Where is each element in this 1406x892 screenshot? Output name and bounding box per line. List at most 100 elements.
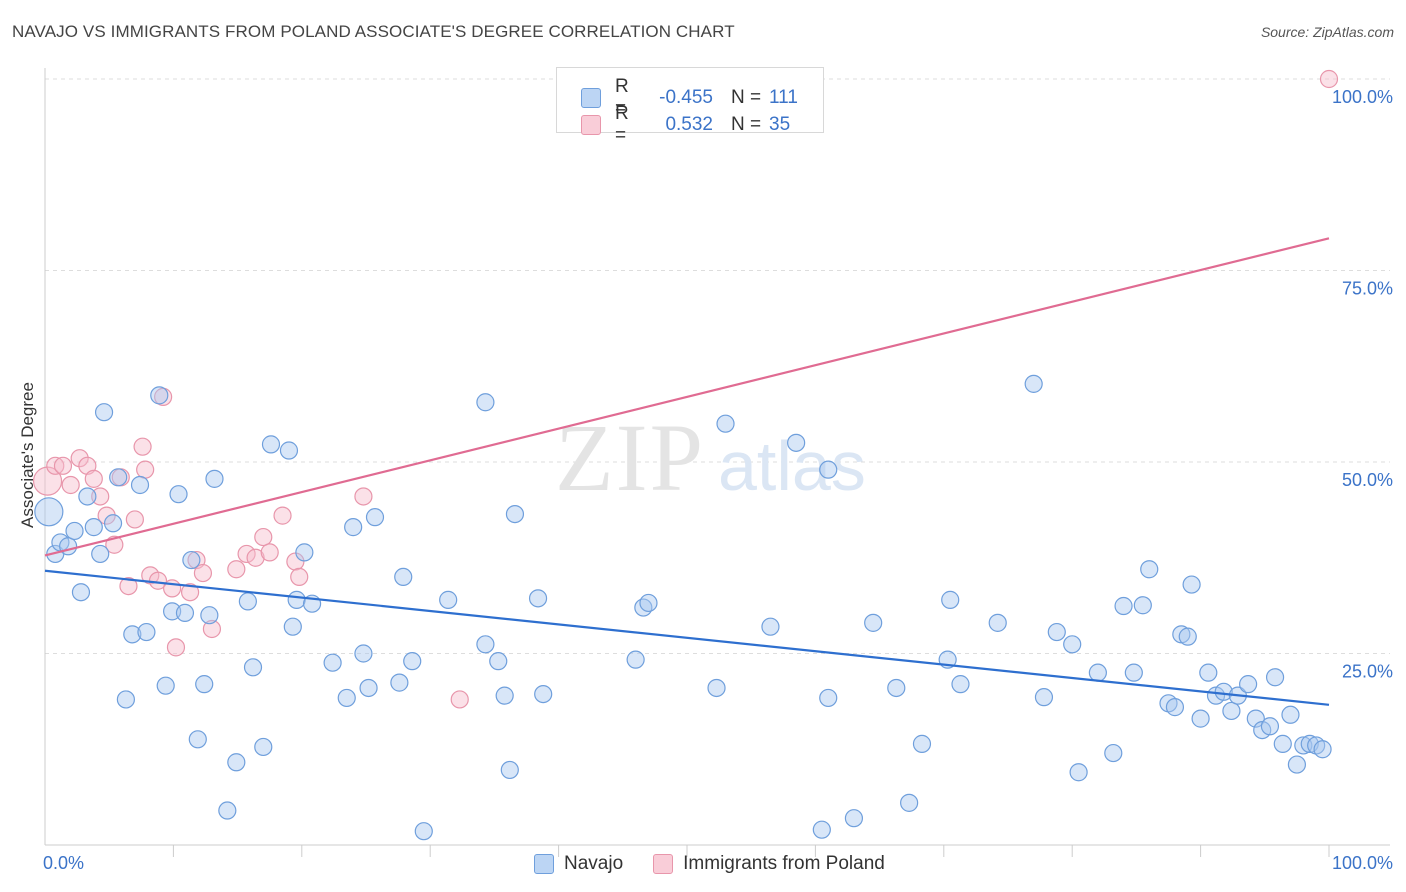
navajo-point: [354, 644, 373, 663]
navajo-swatch: [534, 854, 554, 874]
poland-point: [125, 510, 144, 529]
poland-point: [450, 690, 469, 709]
poland-point: [273, 506, 292, 525]
navajo-point: [1265, 668, 1285, 687]
points-navajo: [34, 374, 1332, 841]
navajo-point: [1287, 755, 1307, 774]
navajo-point: [1069, 763, 1088, 782]
navajo-point: [344, 518, 363, 537]
navajo-point: [819, 688, 838, 708]
navajo-point: [500, 760, 519, 780]
navajo-point: [1124, 663, 1143, 682]
navajo-point: [761, 617, 780, 636]
navajo-point: [175, 603, 195, 623]
navajo-point: [337, 688, 356, 708]
legend-item-navajo[interactable]: Navajo: [534, 853, 623, 875]
navajo-point: [476, 393, 495, 412]
navajo-point: [130, 475, 150, 495]
navajo-trend-line: [44, 569, 1330, 706]
navajo-point: [254, 737, 273, 757]
y-tick-label: 100.0%: [1332, 87, 1393, 107]
navajo-point: [1222, 701, 1241, 721]
poland-point: [237, 544, 256, 564]
navajo-point: [205, 469, 224, 488]
poland-point: [166, 638, 186, 657]
navajo-point: [988, 613, 1007, 632]
navajo-point: [137, 622, 156, 642]
navajo-point: [626, 650, 645, 669]
navajo-point: [1024, 374, 1043, 393]
navajo-point: [295, 543, 314, 562]
navajo-point: [150, 386, 169, 405]
r-value: 0.532: [665, 114, 713, 135]
navajo-point: [476, 635, 495, 654]
navajo-point: [365, 508, 385, 527]
poland-point: [61, 475, 80, 495]
poland-swatch: [581, 115, 601, 135]
chart-title: NAVAJO VS IMMIGRANTS FROM POLAND ASSOCIA…: [12, 22, 735, 41]
navajo-point: [1047, 622, 1066, 642]
poland-point: [119, 576, 138, 596]
navajo-point: [534, 684, 553, 704]
stats-legend: R = -0.455 N = 111 R = 0.532 N = 35: [556, 67, 824, 146]
navajo-point: [1214, 682, 1233, 701]
legend-label-poland: Immigrants from Poland: [683, 853, 885, 874]
source-credit: Source: ZipAtlas.com: [1260, 24, 1394, 40]
navajo-point: [1034, 688, 1054, 707]
poland-point: [180, 583, 200, 602]
navajo-point: [819, 460, 838, 479]
navajo-point: [283, 617, 302, 636]
watermark-atlas: atlas: [718, 427, 866, 505]
navajo-point: [951, 675, 970, 694]
navajo-point: [390, 673, 409, 692]
navajo-swatch: [581, 88, 601, 108]
navajo-point: [505, 504, 525, 524]
y-axis-label: Associate's Degree: [18, 382, 37, 528]
trend-layer: [44, 237, 1330, 706]
navajo-point: [227, 753, 246, 772]
poland-swatch: [653, 854, 674, 874]
navajo-point: [489, 652, 508, 671]
navajo-point: [109, 468, 128, 487]
poland-point: [84, 469, 103, 488]
navajo-point: [84, 518, 103, 537]
points-poland: [32, 69, 1339, 709]
x-tick-label: 100.0%: [1332, 853, 1393, 873]
n-value: 111: [769, 87, 798, 108]
poland-point: [193, 563, 213, 583]
navajo-point: [941, 590, 960, 609]
poland-trend-line: [44, 237, 1330, 557]
navajo-point: [1063, 635, 1082, 654]
poland-point: [354, 487, 373, 506]
y-tick-label: 25.0%: [1342, 662, 1393, 682]
navajo-point: [188, 730, 207, 749]
navajo-point: [864, 613, 883, 632]
r-label: R =: [615, 76, 629, 119]
navajo-point: [394, 567, 413, 587]
poland-point: [1319, 69, 1339, 89]
navajo-point: [900, 793, 919, 812]
n-label: N =: [731, 114, 762, 135]
navajo-point: [1133, 596, 1152, 615]
navajo-point: [1281, 705, 1300, 724]
navajo-point: [1260, 717, 1280, 736]
navajo-point: [414, 822, 433, 841]
navajo-point: [94, 403, 114, 422]
navajo-point: [238, 592, 257, 611]
navajo-point: [707, 678, 726, 698]
legend-item-poland[interactable]: Immigrants from Poland: [653, 853, 885, 875]
navajo-point: [1199, 663, 1218, 682]
navajo-point: [1239, 675, 1258, 694]
watermark-zip: ZIP: [555, 404, 705, 511]
navajo-point: [195, 675, 214, 694]
navajo-point: [1114, 596, 1133, 616]
navajo-point: [887, 678, 906, 698]
legend-label-navajo: Navajo: [564, 853, 624, 874]
navajo-point: [812, 820, 831, 839]
stats-row-navajo: R = -0.455 N = 111: [581, 76, 798, 120]
navajo-point: [261, 435, 281, 454]
navajo-point: [1294, 736, 1313, 755]
navajo-point: [78, 487, 97, 506]
navajo-point: [439, 590, 458, 609]
r-value: -0.455: [659, 87, 713, 108]
